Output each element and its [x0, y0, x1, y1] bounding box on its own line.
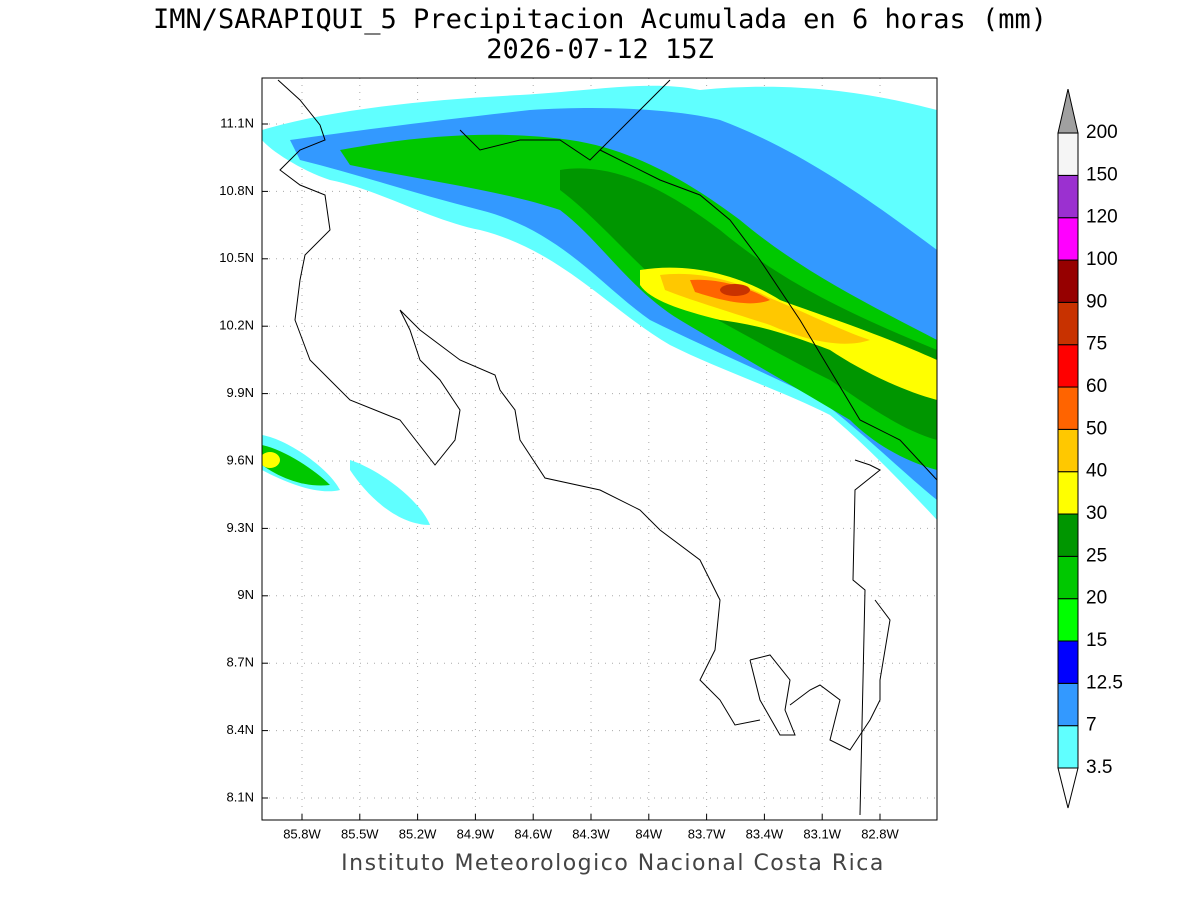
colorbar-swatch: [1057, 301, 1079, 346]
grid: 11.1N 10.8N 10.5N 10.2N 9.9N 9.6N 9.3N 9N 8.7N 8.…: [219, 78, 937, 841]
map-frame: [261, 77, 938, 821]
colorbar: 3.5 7 12.5 15 20 25 30 40 50 60 75 90 100 120 150 200: [1057, 88, 1123, 809]
colorbar-label: 30: [1086, 503, 1107, 524]
colorbar-upper-arrow: [1057, 88, 1079, 134]
precipitation: [262, 85, 937, 525]
colorbar-label: 40: [1086, 461, 1107, 482]
lon-label: 85.2W: [399, 826, 437, 841]
colorbar-swatch: [1057, 428, 1079, 473]
subtitle: 2026-07-12 15Z: [486, 34, 714, 65]
lon-label: 82.8W: [861, 826, 899, 841]
colorbar-swatch: [1057, 344, 1079, 388]
panama-border: [852, 459, 881, 816]
panama-coast: [789, 599, 891, 751]
colorbar-swatch: [1057, 386, 1079, 430]
colorbar-label: 120: [1086, 207, 1118, 228]
lat-label: 10.5N: [219, 250, 254, 265]
lon-label: 83.7W: [688, 826, 726, 841]
lon-label: 84.9W: [457, 826, 495, 841]
lon-label: 84W: [635, 826, 662, 841]
lat-label: 8.7N: [227, 655, 254, 670]
lat-label: 9N: [237, 587, 254, 602]
colorbar-swatch: [1057, 513, 1079, 557]
colorbar-lower-arrow: [1057, 767, 1079, 809]
colorbar-swatch: [1057, 132, 1079, 176]
lat-label: 9.6N: [227, 452, 254, 467]
colorbar-swatch: [1057, 725, 1079, 769]
nicaragua-border: [459, 79, 671, 161]
colorbar-label: 50: [1086, 418, 1107, 439]
lon-label: 83.1W: [803, 826, 841, 841]
colorbar-label: 20: [1086, 588, 1107, 609]
lat-label: 8.1N: [227, 789, 254, 804]
precip-area: [262, 435, 430, 525]
colorbar-label: 100: [1086, 249, 1118, 270]
lat-label: 10.2N: [219, 318, 254, 333]
lon-label: 84.3W: [572, 826, 610, 841]
lon-label: 85.5W: [341, 826, 379, 841]
colorbar-swatch: [1057, 598, 1079, 642]
precip-area: [720, 284, 750, 296]
lon-label: 84.6W: [514, 826, 552, 841]
lat-label: 11.1N: [220, 115, 254, 130]
lon-label: 83.4W: [746, 826, 784, 841]
colorbar-label: 75: [1086, 334, 1107, 355]
colorbar-label: 60: [1086, 376, 1107, 397]
caribbean-coast: [599, 149, 937, 481]
colorbar-swatch: [1057, 640, 1079, 684]
colorbar-label: 200: [1086, 122, 1118, 143]
lon-label: 85.8W: [283, 826, 321, 841]
coastline: [277, 79, 937, 816]
osa-peninsula: [749, 654, 796, 736]
colorbar-label: 15: [1086, 630, 1107, 651]
colorbar-swatch: [1057, 174, 1079, 219]
lat-label: 8.4N: [227, 722, 254, 737]
colorbar-label: 150: [1086, 164, 1118, 185]
pacific-coast: [277, 79, 761, 726]
colorbar-label: 25: [1086, 545, 1107, 566]
precip-area: [262, 452, 280, 468]
precip-area: [290, 108, 937, 500]
colorbar-swatch: [1057, 682, 1079, 727]
colorbar-label: 12.5: [1086, 672, 1123, 693]
colorbar-swatch: [1057, 471, 1079, 515]
colorbar-label: 7: [1086, 715, 1097, 736]
colorbar-swatch: [1057, 555, 1079, 600]
colorbar-swatch: [1057, 259, 1079, 303]
lat-label: 10.8N: [219, 183, 254, 198]
lat-label: 9.9N: [227, 385, 254, 400]
colorbar-swatch: [1057, 217, 1079, 261]
colorbar-label: 90: [1086, 291, 1107, 312]
title: IMN/SARAPIQUI_5 Precipitacion Acumulada …: [153, 4, 1047, 35]
precip-area: [262, 445, 330, 486]
footer: Instituto Meteorologico Nacional Costa R…: [341, 851, 885, 876]
colorbar-label: 3.5: [1086, 757, 1112, 778]
lat-label: 9.3N: [227, 520, 254, 535]
